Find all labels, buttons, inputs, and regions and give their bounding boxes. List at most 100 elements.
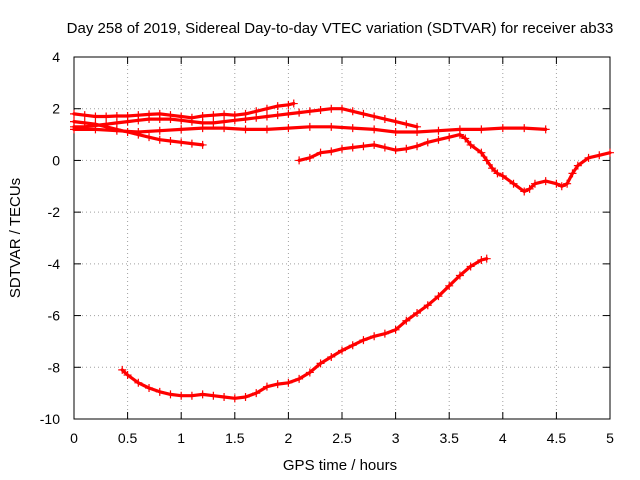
- data-point-marker: [262, 125, 271, 134]
- data-point-marker: [70, 125, 78, 134]
- data-point-marker: [112, 118, 121, 127]
- y-tick-label: 4: [52, 49, 60, 65]
- data-point-marker: [262, 382, 271, 391]
- data-point-marker: [348, 341, 357, 350]
- data-point-marker: [402, 316, 411, 325]
- data-point-marker: [112, 126, 121, 135]
- data-point-marker: [305, 107, 314, 116]
- y-tick-label: -4: [48, 256, 61, 272]
- data-point-marker: [413, 308, 422, 317]
- data-point-marker: [134, 378, 143, 387]
- data-point-marker: [370, 332, 379, 341]
- data-point-marker: [370, 125, 379, 134]
- data-point-marker: [209, 391, 218, 400]
- data-point-marker: [584, 153, 593, 162]
- data-point-marker: [155, 135, 164, 144]
- data-point-marker: [220, 393, 229, 402]
- data-point-marker: [284, 109, 293, 118]
- data-point-marker: [413, 142, 422, 151]
- y-tick-label: -6: [48, 308, 61, 324]
- data-point-marker: [552, 179, 561, 188]
- data-point-marker: [520, 124, 529, 133]
- data-point-marker: [391, 127, 400, 136]
- data-point-marker: [477, 148, 486, 157]
- data-point-marker: [316, 359, 325, 368]
- data-point-marker: [606, 148, 614, 157]
- chart-title: Day 258 of 2019, Sidereal Day-to-day VTE…: [67, 20, 614, 37]
- data-point-marker: [155, 115, 164, 124]
- series-arc-4: [70, 122, 550, 136]
- data-point-marker: [241, 115, 250, 124]
- data-point-marker: [348, 107, 357, 116]
- data-point-marker: [70, 109, 78, 118]
- data-point-marker: [391, 146, 400, 155]
- data-point-marker: [520, 187, 529, 196]
- data-point-marker: [80, 111, 89, 120]
- x-tick-label: 2: [285, 430, 293, 446]
- data-point-marker: [338, 104, 346, 113]
- axis-ticks: 0 0.5 1 1.5 2 2.5 3 3.5 4 4.5 5 4 2 0 -2 -4 -6 -8 -10: [40, 49, 614, 446]
- data-point-marker: [177, 116, 186, 125]
- data-point-marker: [102, 120, 111, 129]
- data-point-marker: [348, 143, 357, 152]
- data-point-marker: [402, 120, 411, 129]
- x-tick-label: 2.5: [332, 430, 352, 446]
- data-point-marker: [541, 125, 550, 134]
- series-line: [72, 101, 296, 120]
- data-point-marker: [423, 138, 432, 147]
- series-line: [297, 133, 612, 194]
- x-tick-label: 3: [392, 430, 400, 446]
- data-point-marker: [166, 115, 175, 124]
- data-point-marker: [434, 126, 443, 135]
- data-point-marker: [348, 124, 357, 133]
- data-point-marker: [134, 116, 143, 125]
- data-point-marker: [177, 138, 186, 147]
- data-point-marker: [305, 122, 314, 131]
- data-point-marker: [563, 179, 572, 188]
- data-point-marker: [273, 102, 282, 111]
- data-point-marker: [241, 393, 250, 402]
- data-point-marker: [220, 110, 229, 119]
- data-point-marker: [230, 394, 239, 403]
- data-point-marker: [273, 380, 282, 389]
- data-point-marker: [187, 117, 196, 126]
- data-point-marker: [488, 164, 497, 173]
- y-tick-label: -2: [48, 204, 61, 220]
- data-point-marker: [112, 111, 121, 120]
- series-arc-6: [118, 254, 491, 403]
- data-point-marker: [273, 111, 282, 120]
- data-point-marker: [262, 104, 271, 113]
- data-point-marker: [359, 336, 368, 345]
- data-point-marker: [493, 169, 502, 178]
- data-point-marker: [187, 139, 196, 148]
- data-point-marker: [498, 171, 507, 180]
- data-point-marker: [102, 112, 111, 121]
- data-point-marker: [466, 262, 475, 271]
- data-point-marker: [482, 254, 491, 263]
- data-point-marker: [198, 390, 207, 399]
- x-tick-label: 5: [606, 430, 614, 446]
- data-point-marker: [370, 112, 379, 121]
- data-point-marker: [568, 169, 577, 178]
- data-point-marker: [155, 126, 164, 135]
- data-point-marker: [477, 125, 486, 134]
- y-axis-title: SDTVAR / TECUs: [7, 178, 24, 298]
- data-point-marker: [262, 112, 271, 121]
- data-point-marker: [284, 100, 293, 109]
- data-point-marker: [295, 374, 304, 383]
- x-tick-label: 1.5: [225, 430, 245, 446]
- data-point-marker: [391, 325, 400, 334]
- data-point-marker: [177, 391, 186, 400]
- data-point-marker: [166, 390, 175, 399]
- data-point-marker: [145, 133, 154, 142]
- data-point-marker: [498, 124, 507, 133]
- data-point-marker: [466, 140, 475, 149]
- data-point-marker: [327, 104, 336, 113]
- data-point-marker: [327, 147, 336, 156]
- data-point-marker: [359, 109, 368, 118]
- data-point-marker: [166, 137, 175, 146]
- series-arc-5: [295, 130, 614, 196]
- data-point-marker: [434, 292, 443, 301]
- data-point-marker: [305, 368, 314, 377]
